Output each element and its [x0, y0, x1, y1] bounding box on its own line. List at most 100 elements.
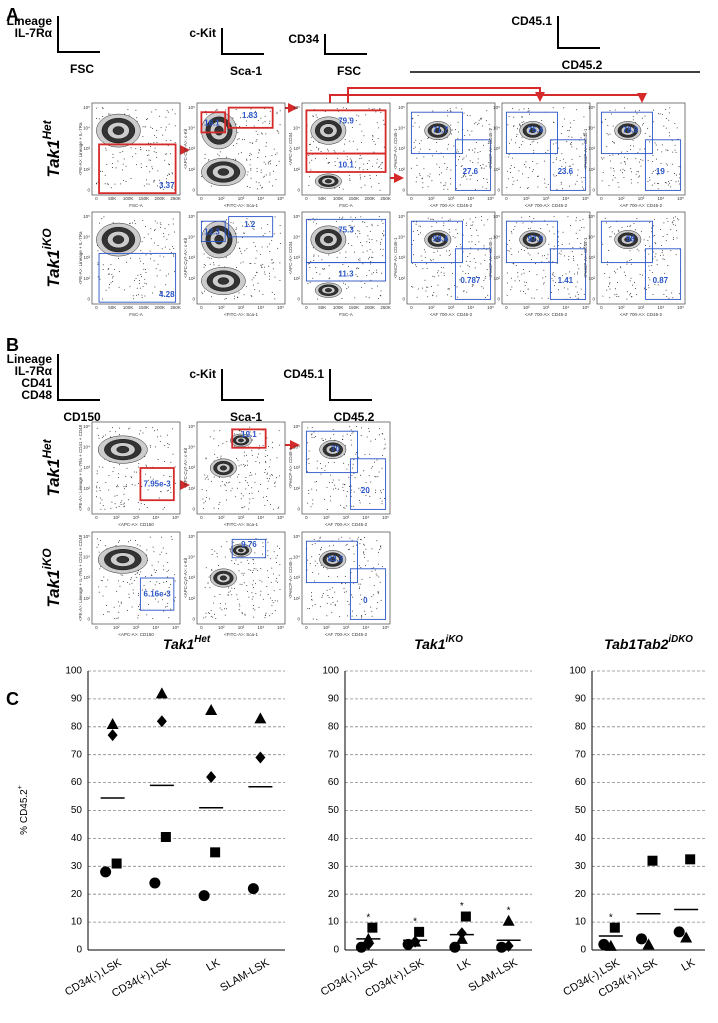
event-dot: [457, 138, 459, 140]
event-dot: [665, 117, 667, 119]
event-dot: [471, 285, 473, 287]
event-dot: [269, 278, 271, 280]
event-dot: [577, 264, 579, 266]
event-dot: [553, 121, 555, 123]
event-dot: [238, 138, 240, 140]
event-dot: [620, 266, 622, 268]
plot-x-tick: 10⁴: [152, 515, 159, 520]
event-dot: [580, 243, 582, 245]
event-dot: [508, 239, 510, 241]
y-tick-label: 100: [569, 666, 586, 677]
plot-y-label: <PerCP-A>: CD45-1: [583, 237, 588, 279]
event-dot: [155, 598, 157, 600]
event-dot: [354, 477, 356, 479]
event-dot: [611, 231, 613, 233]
event-dot: [262, 293, 264, 295]
event-dot: [246, 464, 248, 466]
event-dot: [130, 477, 132, 479]
event-dot: [96, 538, 98, 540]
event-dot: [510, 165, 512, 167]
event-dot: [99, 490, 101, 492]
plot-y-tick: 10³: [188, 146, 195, 151]
event-dot: [339, 252, 341, 254]
event-dot: [328, 278, 330, 280]
gate-value: 12.3: [204, 227, 220, 236]
event-dot: [121, 169, 123, 171]
event-dot: [320, 548, 322, 550]
event-dot: [664, 272, 666, 274]
event-dot: [369, 576, 371, 578]
event-dot: [622, 172, 624, 174]
event-dot: [102, 614, 104, 616]
event-dot: [366, 436, 368, 438]
event-dot: [612, 174, 614, 176]
event-dot: [413, 148, 415, 150]
event-dot: [422, 268, 424, 270]
event-dot: [420, 225, 422, 227]
plot-y-tick: 10³: [398, 255, 405, 260]
event-dot: [138, 294, 140, 296]
plot-x-tick: 250K: [380, 196, 391, 201]
event-dot: [205, 616, 207, 618]
event-dot: [560, 181, 562, 183]
event-dot: [127, 499, 129, 501]
event-dot: [119, 151, 121, 153]
event-dot: [424, 251, 426, 253]
event-dot: [650, 231, 652, 233]
gate: [139, 467, 175, 502]
event-dot: [651, 184, 653, 186]
plot-frame: [91, 211, 181, 305]
event-dot: [237, 241, 239, 243]
plot-y-tick: 0: [192, 297, 195, 302]
event-dot: [141, 241, 143, 243]
event-dot: [251, 295, 253, 297]
event-dot: [252, 580, 254, 582]
event-dot: [476, 180, 478, 182]
plot-y-tick: 10³: [188, 575, 195, 580]
event-dot: [315, 114, 317, 116]
event-dot: [369, 178, 371, 180]
event-dot: [209, 257, 211, 259]
event-dot: [665, 127, 667, 129]
event-dot: [506, 187, 508, 189]
event-dot: [307, 282, 309, 284]
event-dot: [374, 438, 376, 440]
plot-y-label: <PE-A>: Lineage + IL-7Ra + CD41 + CD48: [78, 534, 83, 621]
event-dot: [155, 137, 157, 139]
gate-value: 0: [363, 596, 368, 605]
event-dot: [204, 154, 206, 156]
event-dot: [369, 502, 371, 504]
event-dot: [146, 507, 148, 509]
plot-x-tick: 10⁴: [562, 196, 569, 201]
event-dot: [668, 297, 670, 299]
event-dot: [308, 489, 310, 491]
event-dot: [561, 165, 563, 167]
event-dot: [557, 289, 559, 291]
event-dot: [630, 179, 632, 181]
event-dot: [437, 272, 439, 274]
event-dot: [349, 179, 351, 181]
event-dot: [431, 225, 433, 227]
event-dot: [529, 167, 531, 169]
event-dot: [651, 265, 653, 267]
event-dot: [316, 272, 318, 274]
marker-square: [210, 847, 221, 858]
event-dot: [118, 611, 120, 613]
event-dot: [269, 110, 271, 112]
plot-x-tick: 150K: [139, 305, 150, 310]
plot-y-tick: 10⁵: [188, 534, 195, 539]
event-dot: [563, 118, 565, 120]
event-dot: [319, 536, 321, 538]
event-dot: [306, 471, 308, 473]
event-dot: [257, 157, 259, 159]
event-dot: [352, 463, 354, 465]
event-dot: [275, 165, 277, 167]
event-dot: [623, 177, 625, 179]
event-dot: [361, 130, 363, 132]
plot-y-tick: 10³: [588, 146, 595, 151]
event-dot: [231, 587, 233, 589]
event-dot: [240, 493, 242, 495]
event-dot: [352, 545, 354, 547]
event-dot: [568, 130, 570, 132]
header-y-label: CD34: [288, 32, 319, 46]
